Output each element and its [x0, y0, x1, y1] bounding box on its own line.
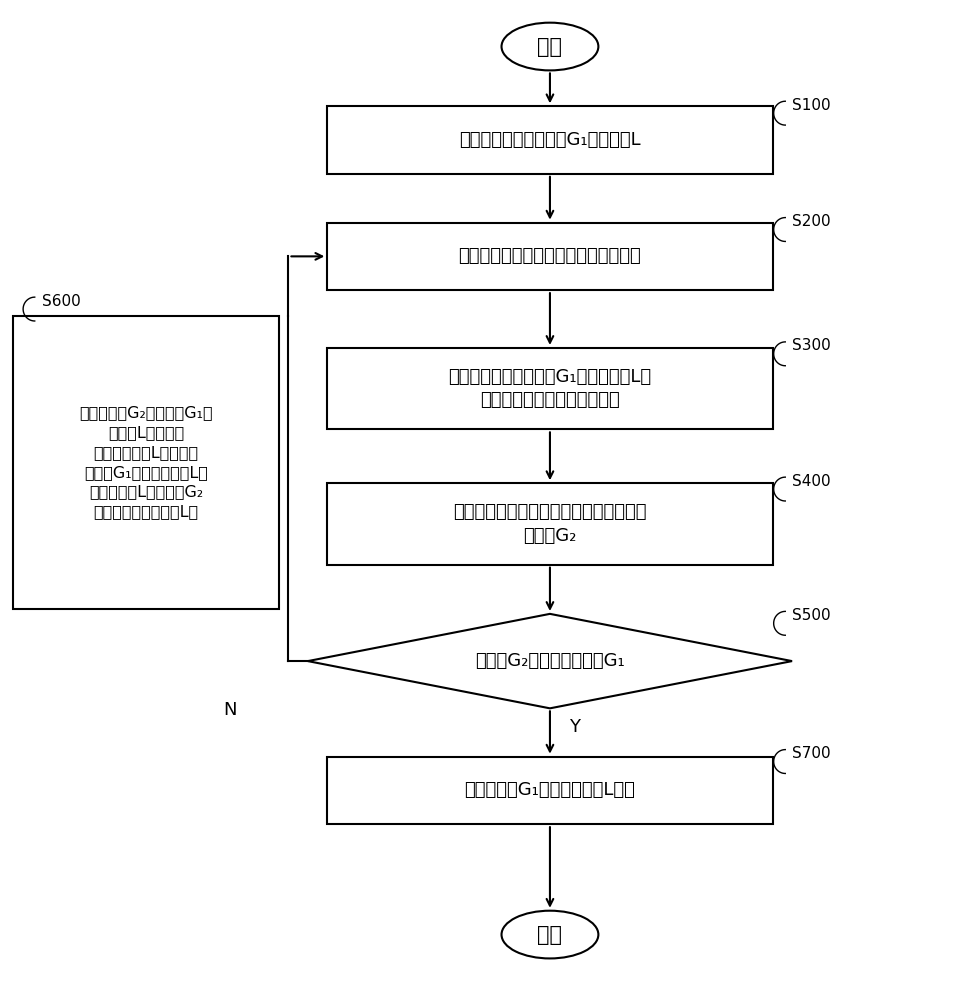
- Text: 获取所投物料的预设值G₁、落差值L: 获取所投物料的预设值G₁、落差值L: [459, 131, 641, 149]
- Polygon shape: [308, 614, 792, 708]
- Ellipse shape: [502, 23, 598, 70]
- Text: S300: S300: [792, 338, 831, 353]
- Text: S500: S500: [792, 608, 831, 623]
- Text: S700: S700: [792, 746, 831, 761]
- Text: 根据实际值G₂、预设值G₁和
落差值L确定实际
的当前落差值L，并根据
预设值G₁、在前落差值L、
当前落差值L和实际值G₂
，更新在后的落差值L，: 根据实际值G₂、预设值G₁和 落差值L确定实际 的当前落差值L，并根据 预设值G…: [79, 405, 213, 519]
- Ellipse shape: [502, 911, 598, 958]
- Bar: [327, 348, 772, 429]
- Text: 发出指令控制精称阀门启动，开始投料: 发出指令控制精称阀门启动，开始投料: [459, 247, 641, 265]
- Bar: [327, 483, 772, 565]
- Bar: [13, 316, 280, 609]
- Text: 实际值G₂是否等于预设值G₁: 实际值G₂是否等于预设值G₁: [475, 652, 625, 670]
- Text: S100: S100: [792, 98, 831, 113]
- Text: S200: S200: [792, 214, 831, 229]
- Text: 当精称阀门完全关闭时，称量所投物料的
实际值G₂: 当精称阀门完全关闭时，称量所投物料的 实际值G₂: [453, 503, 647, 545]
- Text: N: N: [224, 701, 237, 719]
- Text: 存储预设值G₁和在后落差值L，，: 存储预设值G₁和在后落差值L，，: [465, 781, 635, 799]
- Text: S600: S600: [42, 294, 80, 309]
- Bar: [327, 757, 772, 824]
- Text: Y: Y: [570, 718, 581, 736]
- Text: 结束: 结束: [538, 925, 562, 945]
- Bar: [327, 223, 772, 290]
- Bar: [327, 106, 772, 174]
- Text: 开始: 开始: [538, 37, 562, 57]
- Text: S400: S400: [792, 474, 831, 489]
- Text: 当所投物料等于预设值G₁减去落差值L时
，发出指令控制精称阀门关闭: 当所投物料等于预设值G₁减去落差值L时 ，发出指令控制精称阀门关闭: [448, 368, 652, 409]
